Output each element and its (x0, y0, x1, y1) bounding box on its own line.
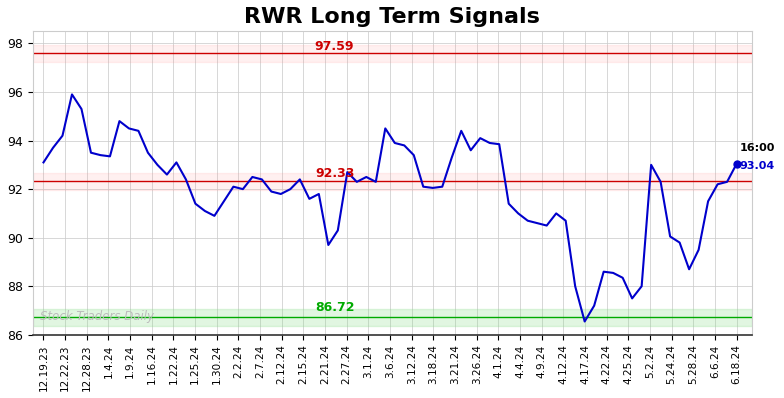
Text: 93.04: 93.04 (740, 161, 775, 171)
Bar (33, 173, 752, 189)
Title: RWR Long Term Signals: RWR Long Term Signals (245, 7, 540, 27)
Text: 16:00: 16:00 (740, 142, 775, 152)
Text: 97.59: 97.59 (315, 40, 354, 53)
Bar (33, 45, 752, 62)
Text: 86.72: 86.72 (315, 301, 354, 314)
Text: 92.33: 92.33 (315, 167, 354, 180)
Text: Stock Traders Daily: Stock Traders Daily (40, 310, 154, 323)
Bar (33, 309, 752, 326)
